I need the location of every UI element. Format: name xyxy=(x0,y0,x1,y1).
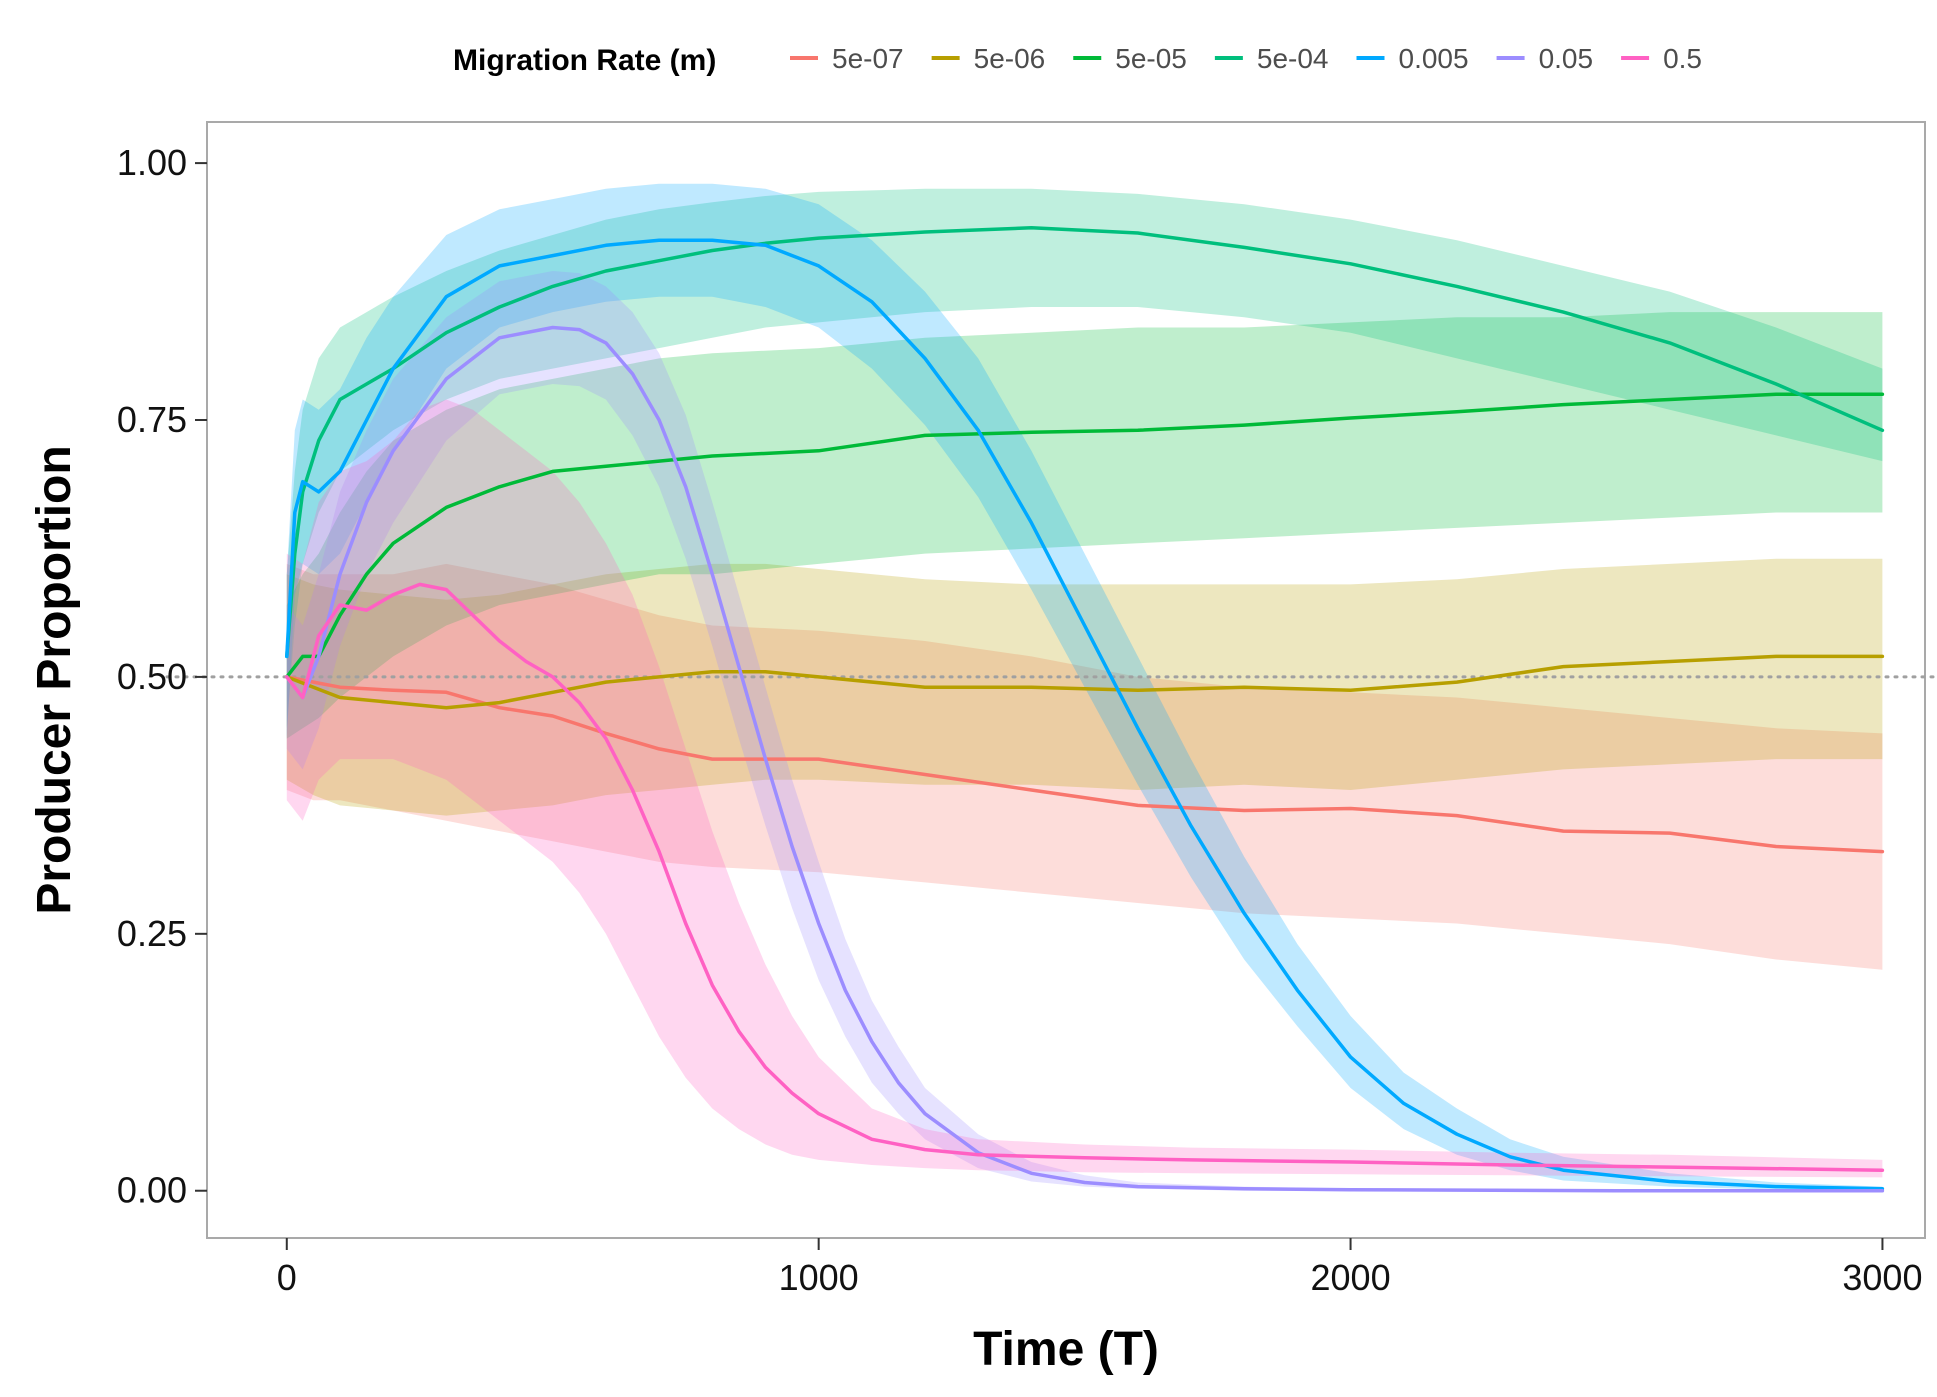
band-series-6 xyxy=(286,399,1883,1178)
y-tick-label: 0.25 xyxy=(117,913,187,954)
y-tick-label: 0.00 xyxy=(117,1170,187,1211)
legend-label-0: 5e-07 xyxy=(832,43,904,74)
x-axis-title: Time (T) xyxy=(973,1323,1159,1376)
plot-panel-border xyxy=(206,121,1926,1239)
legend-items: 5e-07 5e-06 5e-05 5e-04 0.005 0.05 0.5 xyxy=(790,43,1702,74)
x-tick-label: 3000 xyxy=(1842,1257,1922,1298)
x-tick-label: 0 xyxy=(277,1257,297,1298)
legend: Migration Rate (m) 5e-07 5e-06 5e-05 5e-04 0… xyxy=(453,43,1702,77)
band-series-0 xyxy=(286,563,1883,970)
y-tick-label: 0.75 xyxy=(117,399,187,440)
line-series-6 xyxy=(285,582,1885,1172)
y-axis-title: Producer Proportion xyxy=(28,445,81,914)
legend-label-1: 5e-06 xyxy=(974,43,1046,74)
x-tick-label: 1000 xyxy=(779,1257,859,1298)
legend-label-4: 0.005 xyxy=(1399,43,1469,74)
x-tick-label: 2000 xyxy=(1311,1257,1391,1298)
legend-label-6: 0.5 xyxy=(1663,43,1702,74)
line-series-1 xyxy=(285,654,1885,710)
series-lines xyxy=(285,226,1885,1193)
band-series-5 xyxy=(286,271,1883,1191)
band-series-2 xyxy=(286,312,1883,739)
line-series-4 xyxy=(285,238,1885,1191)
legend-label-2: 5e-05 xyxy=(1115,43,1187,74)
line-series-3 xyxy=(285,226,1885,659)
y-axis: 0.00 0.25 0.50 0.75 1.00 xyxy=(117,142,207,1211)
legend-label-3: 5e-04 xyxy=(1257,43,1329,74)
y-tick-label: 0.50 xyxy=(117,656,187,697)
y-tick-label: 1.00 xyxy=(117,142,187,183)
legend-title: Migration Rate (m) xyxy=(453,44,716,77)
legend-label-5: 0.05 xyxy=(1539,43,1594,74)
x-axis: 0 1000 2000 3000 xyxy=(277,1238,1922,1298)
band-series-3 xyxy=(286,188,1883,729)
line-series-2 xyxy=(285,392,1885,679)
line-series-0 xyxy=(285,675,1885,854)
line-series-5 xyxy=(285,325,1885,1193)
